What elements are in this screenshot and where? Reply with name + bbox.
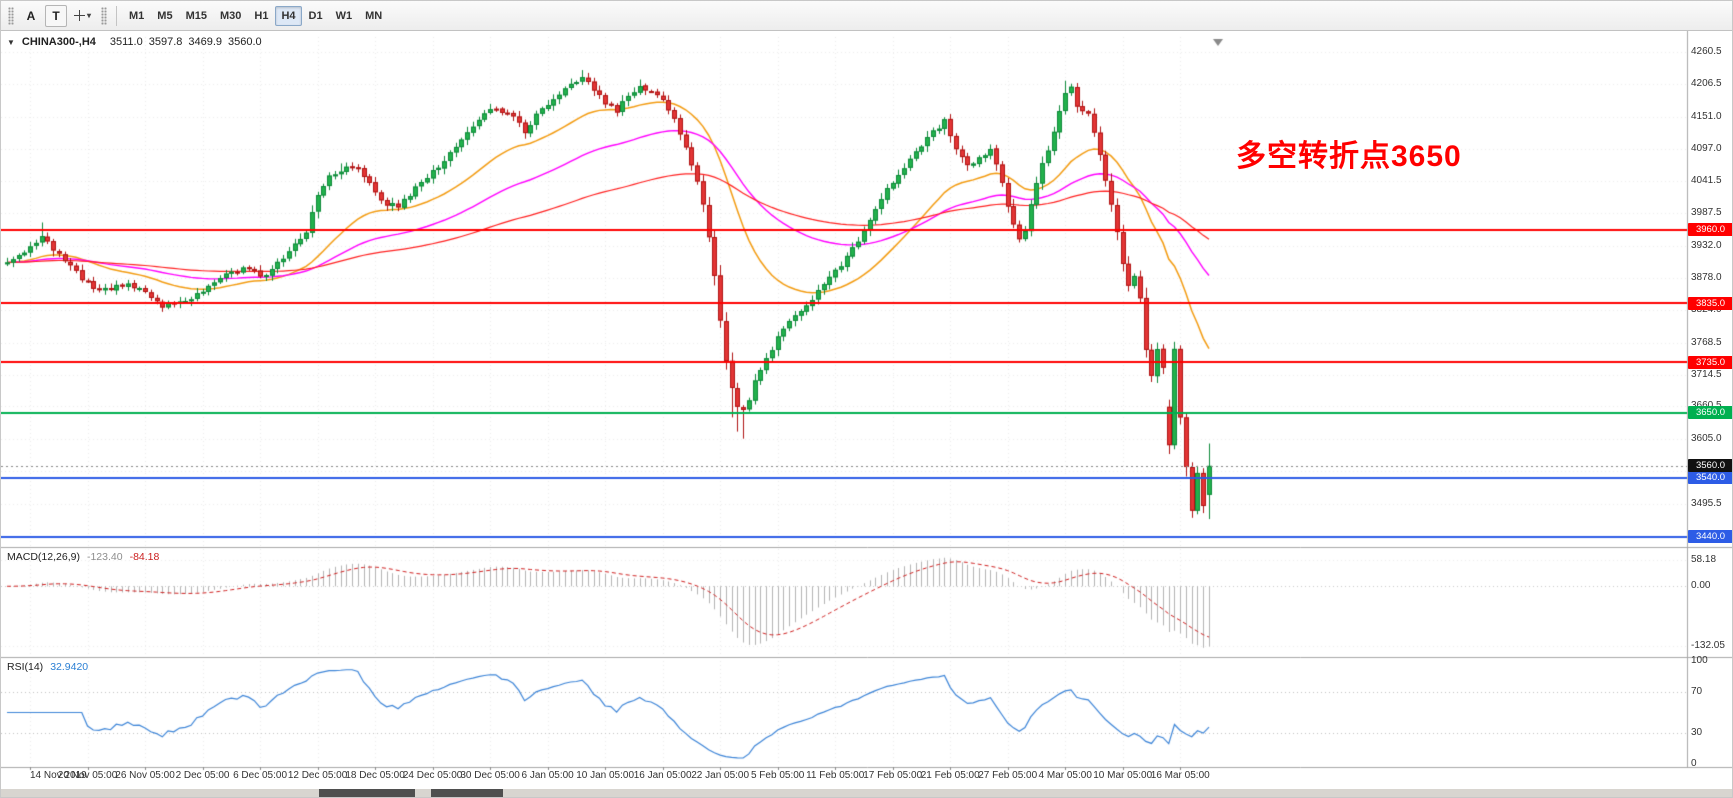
- rsi-axis-tick: 70: [1691, 685, 1703, 697]
- timeframe-button-m1[interactable]: M1: [123, 6, 150, 26]
- text-tool-button[interactable]: T: [45, 4, 67, 27]
- price-axis-tick: 3660.5: [1691, 400, 1722, 411]
- price-axis-tick: 3932.0: [1691, 240, 1722, 252]
- price-line-badge: 3540.0: [1688, 471, 1732, 485]
- timeframe-button-m5[interactable]: M5: [151, 6, 178, 26]
- timeframe-toolbar: M1 M5 M15 M30 H1 H4 D1 W1 MN: [123, 5, 388, 26]
- taskbar-item[interactable]: [319, 789, 415, 797]
- x-axis-label: 22 Jan 05:00: [691, 770, 750, 781]
- x-axis-label: 6 Jan 05:00: [521, 770, 574, 781]
- price-axis-tick: 4206.5: [1691, 77, 1722, 89]
- price-line-badge: 3650.0: [1688, 406, 1732, 420]
- x-axis-label: 6 Dec 05:00: [233, 770, 288, 781]
- macd-axis-tick: -132.05: [1691, 639, 1725, 651]
- x-axis-label: 30 Dec 05:00: [460, 770, 520, 781]
- price-axis-tick: 4041.5: [1691, 175, 1722, 187]
- timeframe-button-h1[interactable]: H1: [248, 6, 274, 26]
- ohlc-close-value: 3560.0: [228, 36, 262, 48]
- macd-signal-value: -84.18: [129, 551, 160, 563]
- price-axis-tick: 4151.0: [1691, 110, 1722, 122]
- chart-window: ▼ CHINA300-,H4 3511.0 3597.8 3469.9 3560…: [1, 31, 1732, 797]
- x-axis-label: 5 Feb 05:00: [750, 770, 805, 781]
- x-axis-label: 16 Mar 05:00: [1150, 770, 1210, 781]
- timeframe-button-mn[interactable]: MN: [359, 6, 388, 26]
- crosshair-tool-button[interactable]: ▾: [70, 5, 95, 27]
- bottom-strip: [1, 789, 1732, 797]
- main-toolbar: A T ▾ M1 M5 M15 M30 H1 H4 D1 W1 MN: [1, 1, 1732, 31]
- timeframe-toolbar-drag-handle[interactable]: [101, 6, 108, 25]
- x-axis-label: 21 Feb 05:00: [920, 770, 980, 781]
- price-line-badge: 3735.0: [1688, 355, 1732, 369]
- x-axis-label: 27 Feb 05:00: [978, 770, 1038, 781]
- rsi-value: 32.9420: [50, 661, 89, 673]
- macd-main-value: -123.40: [86, 551, 123, 563]
- price-chart-canvas[interactable]: [1, 31, 1732, 797]
- macd-axis-tick: 0.00: [1691, 580, 1711, 592]
- timeframe-button-d1[interactable]: D1: [303, 6, 329, 26]
- ohlc-high-value: 3597.8: [148, 36, 183, 48]
- price-line-badge: 3835.0: [1688, 296, 1732, 310]
- x-axis-label: 10 Mar 05:00: [1093, 770, 1153, 781]
- crosshair-icon: [74, 10, 85, 21]
- toolbar-drag-handle[interactable]: [8, 6, 14, 25]
- price-axis-tick: 4260.5: [1691, 46, 1722, 58]
- price-axis-tick: 3495.5: [1691, 497, 1722, 509]
- ohlc-open-value: 3511.0: [109, 36, 143, 48]
- x-axis-label: 26 Nov 05:00: [115, 770, 175, 781]
- ohlc-low-value: 3469.9: [188, 36, 223, 48]
- rsi-indicator-label: RSI(14) 32.9420: [7, 661, 88, 673]
- timeframe-button-m30[interactable]: M30: [214, 6, 247, 26]
- macd-name-label: MACD(12,26,9): [7, 551, 80, 563]
- chart-annotation-text: 多空转折点3650: [1236, 140, 1462, 173]
- x-axis-label: 11 Feb 05:00: [806, 770, 865, 781]
- x-axis-label: 4 Mar 05:00: [1038, 770, 1092, 781]
- rsi-name-label: RSI(14): [7, 661, 44, 673]
- x-axis-label: 18 Dec 05:00: [345, 770, 405, 781]
- symbol-period-label: CHINA300-,H4: [21, 36, 96, 48]
- x-axis-label: 10 Jan 05:00: [576, 770, 635, 781]
- price-axis-tick: 3714.5: [1691, 368, 1722, 380]
- chevron-down-icon: ▾: [87, 11, 92, 20]
- rsi-axis-tick: 0: [1691, 758, 1697, 769]
- current-price-badge: 3560.0: [1688, 459, 1732, 473]
- rsi-axis-tick: 30: [1691, 727, 1703, 739]
- timeframe-button-h4[interactable]: H4: [275, 5, 302, 26]
- x-axis-label: 24 Dec 05:00: [402, 770, 463, 781]
- macd-indicator-label: MACD(12,26,9) -123.40 -84.18: [7, 551, 159, 563]
- price-axis-tick: 3987.5: [1691, 207, 1722, 219]
- taskbar-item[interactable]: [431, 789, 503, 797]
- arrow-label-tool-button[interactable]: A: [20, 5, 42, 27]
- macd-axis-tick: 58.18: [1691, 553, 1717, 565]
- price-axis-tick: 3768.5: [1691, 336, 1722, 348]
- price-line-badge: 3960.0: [1688, 223, 1732, 237]
- price-line-badge: 3440.0: [1688, 530, 1732, 544]
- x-axis-label: 17 Feb 05:00: [863, 770, 923, 781]
- x-axis-label: 12 Dec 05:00: [287, 770, 348, 781]
- quick-trade-arrow-icon[interactable]: ▼: [7, 37, 15, 47]
- price-axis-tick: 3605.0: [1691, 433, 1722, 445]
- price-axis-tick: 3878.0: [1691, 272, 1722, 283]
- timeframe-button-w1[interactable]: W1: [330, 6, 359, 26]
- x-axis-label: 2 Dec 05:00: [175, 770, 230, 781]
- rsi-axis-tick: 100: [1691, 655, 1708, 666]
- x-axis-label: 14 Nov 2019: [30, 770, 87, 781]
- price-axis-tick: 4097.0: [1691, 142, 1722, 154]
- chart-title: ▼ CHINA300-,H4 3511.0 3597.8 3469.9 3560…: [7, 36, 262, 48]
- toolbar-separator: [116, 5, 118, 26]
- timeframe-button-m15[interactable]: M15: [180, 6, 213, 26]
- x-axis-label: 20 Nov 05:00: [57, 770, 118, 781]
- x-axis-label: 16 Jan 05:00: [633, 770, 692, 781]
